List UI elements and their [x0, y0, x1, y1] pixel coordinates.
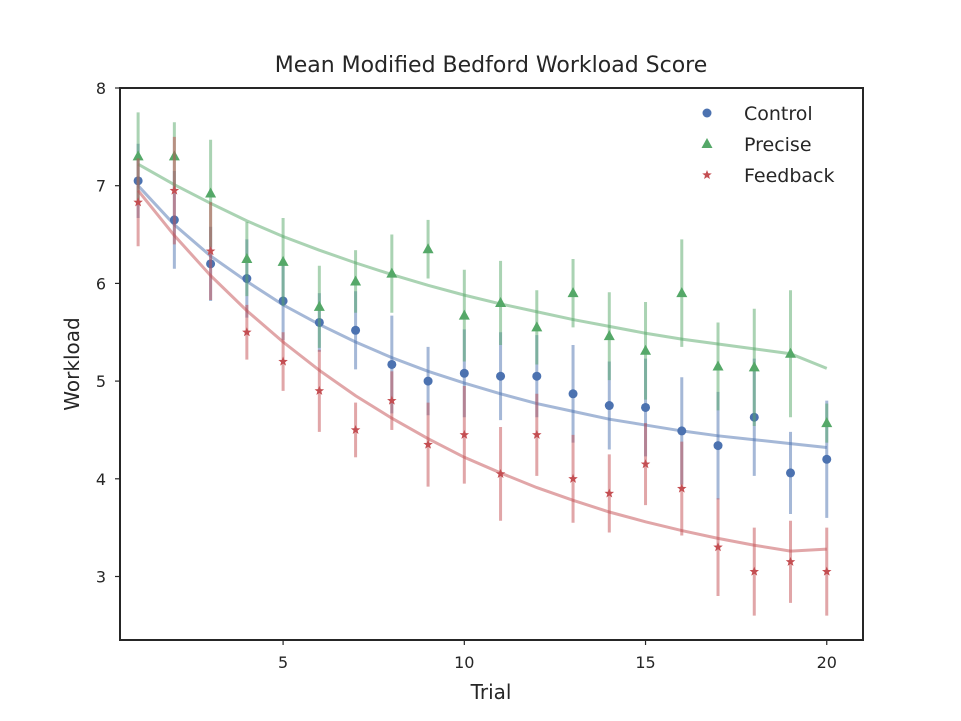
- legend-item-precise: Precise: [701, 134, 812, 156]
- legend-label-precise: Precise: [744, 134, 812, 156]
- precise-point: [422, 243, 434, 254]
- y-axis-label: Workload: [60, 317, 84, 410]
- precise-point: [712, 360, 724, 371]
- feedback-point: [532, 429, 542, 439]
- feedback-point: [242, 327, 252, 337]
- feedback-point: [495, 468, 506, 478]
- precise-fit-line: [137, 162, 828, 370]
- y-tick-label: 4: [96, 470, 106, 489]
- feedback-point: [785, 556, 796, 566]
- legend-marker-precise: [701, 138, 713, 148]
- x-tick-label: 20: [817, 653, 837, 672]
- legend-marker-feedback: [702, 170, 712, 180]
- y-tick-label: 5: [96, 372, 106, 391]
- axis-ticks: 5 10 15 20 3 4 5 6 7 8: [96, 79, 837, 672]
- precise-point: [132, 150, 144, 161]
- precise-point: [567, 287, 579, 298]
- control-point: [641, 402, 651, 412]
- feedback-point: [459, 429, 470, 439]
- legend-marker-control: [702, 108, 712, 118]
- feedback-point: [822, 566, 832, 576]
- control-point: [604, 401, 614, 411]
- x-tick-label: 10: [454, 653, 474, 672]
- precise-point: [640, 344, 652, 355]
- feedback-point: [713, 542, 723, 552]
- precise-point: [603, 330, 615, 341]
- precise-point: [241, 252, 253, 263]
- precise-point: [785, 347, 797, 358]
- legend-label-control: Control: [744, 103, 813, 125]
- legend-label-feedback: Feedback: [744, 165, 834, 187]
- precise-point: [821, 417, 833, 428]
- legend-item-control: Control: [702, 103, 813, 125]
- control-point: [496, 371, 506, 381]
- x-tick-label: 5: [278, 653, 288, 672]
- feedback-point: [314, 385, 325, 395]
- control-point: [423, 376, 433, 386]
- x-axis-label: Trial: [470, 680, 512, 704]
- control-point: [387, 359, 397, 369]
- axes-frame: [119, 87, 864, 641]
- series-precise: [132, 112, 833, 443]
- feedback-point: [278, 356, 288, 366]
- series-control: [133, 143, 832, 518]
- y-tick-label: 3: [96, 567, 106, 586]
- control-point: [713, 441, 723, 451]
- precise-point: [676, 287, 688, 298]
- series-feedback: [133, 136, 832, 616]
- feedback-point: [749, 566, 760, 576]
- precise-point: [313, 300, 325, 311]
- control-point: [568, 389, 578, 399]
- control-point: [822, 454, 832, 464]
- plot-area: [132, 112, 833, 616]
- chart-title: Mean Modified Bedford Workload Score: [275, 53, 708, 78]
- precise-point: [205, 187, 217, 198]
- feedback-point: [423, 439, 433, 449]
- control-point: [351, 325, 361, 335]
- precise-point: [277, 255, 289, 266]
- control-fit-line: [137, 184, 827, 450]
- control-point: [677, 426, 687, 436]
- y-tick-label: 6: [96, 274, 106, 293]
- feedback-fit-line: [136, 189, 827, 553]
- precise-point: [458, 309, 470, 320]
- precise-point: [350, 275, 362, 286]
- feedback-point: [677, 483, 687, 493]
- feedback-point: [387, 395, 397, 405]
- legend: Control Precise Feedback: [701, 103, 834, 187]
- precise-point: [531, 321, 543, 332]
- x-tick-label: 15: [635, 653, 655, 672]
- feedback-point: [568, 473, 578, 483]
- legend-item-feedback: Feedback: [702, 165, 834, 187]
- feedback-point: [350, 424, 361, 434]
- precise-point: [748, 361, 760, 372]
- precise-point: [386, 267, 398, 278]
- feedback-point: [205, 246, 216, 256]
- feedback-point: [640, 459, 651, 469]
- precise-point: [495, 296, 507, 307]
- y-tick-label: 7: [96, 177, 106, 196]
- feedback-point: [133, 197, 143, 207]
- control-point: [459, 368, 469, 378]
- feedback-point: [604, 488, 615, 498]
- feedback-point: [169, 185, 180, 195]
- control-point: [786, 468, 796, 478]
- y-tick-label: 8: [96, 79, 106, 98]
- control-point: [532, 371, 542, 381]
